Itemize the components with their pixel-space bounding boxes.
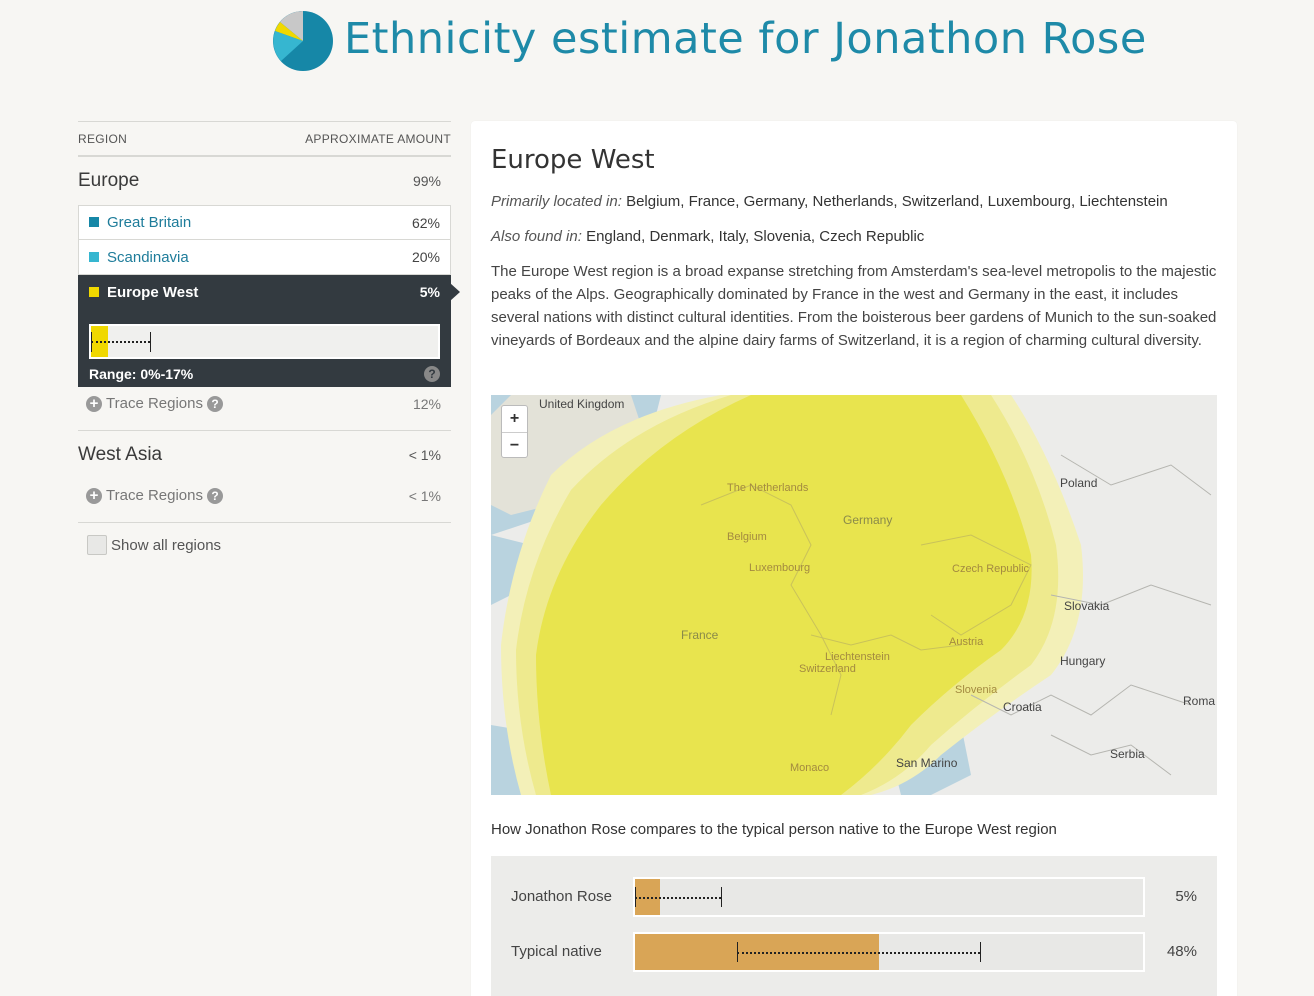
- compare-panel: Jonathon Rose 5% Typical native 48%: [491, 856, 1217, 996]
- map-label-switzerland: Switzerland: [799, 663, 856, 675]
- range-tick-max: [149, 332, 151, 352]
- trace-pct: 12%: [412, 396, 441, 412]
- group-name: West Asia: [78, 444, 163, 465]
- primary-value: Belgium, France, Germany, Netherlands, S…: [626, 193, 1168, 210]
- map-label-romania: Roma: [1183, 694, 1216, 708]
- table-header: REGION APPROXIMATE AMOUNT: [78, 121, 451, 157]
- region-map[interactable]: + − United Kingdom The Netherlands Germa…: [491, 395, 1217, 795]
- divider: [78, 522, 451, 523]
- group-west-asia[interactable]: West Asia < 1%: [78, 431, 451, 479]
- compare-row-typical: Typical native 48%: [491, 932, 1217, 972]
- compare-bar: [633, 877, 1145, 917]
- group-name: Europe: [78, 170, 140, 191]
- region-europe-west[interactable]: Europe West 5%: [78, 275, 460, 310]
- show-all-regions[interactable]: Show all regions: [78, 523, 451, 567]
- map-label-poland: Poland: [1060, 476, 1098, 490]
- region-table: REGION APPROXIMATE AMOUNT Europe 99% Gre…: [78, 121, 460, 567]
- region-detail-card: Europe West Primarily located in: Belgiu…: [471, 121, 1237, 996]
- map-label-liechtenstein: Liechtenstein: [825, 651, 890, 663]
- zoom-out-button[interactable]: −: [502, 432, 527, 458]
- page-header: Ethnicity estimate for Jonathon Rose: [0, 0, 1314, 90]
- selected-arrow: [450, 283, 460, 301]
- compare-name: Typical native: [511, 943, 602, 960]
- region-title: Europe West: [491, 145, 655, 175]
- compare-range-line: [635, 897, 722, 899]
- map-label-france: France: [681, 628, 719, 642]
- color-swatch: [89, 217, 99, 228]
- region-scandinavia[interactable]: Scandinavia 20%: [78, 240, 451, 275]
- region-pct: 5%: [419, 284, 440, 300]
- compare-name: Jonathon Rose: [511, 888, 612, 905]
- range-dotted-line: [91, 341, 150, 343]
- zoom-control: + −: [501, 405, 528, 458]
- col-region: REGION: [78, 131, 128, 146]
- trace-regions-west-asia[interactable]: + Trace Regions? < 1%: [78, 479, 451, 513]
- range-bar: [89, 324, 440, 359]
- region-description: The Europe West region is a broad expans…: [491, 263, 1217, 349]
- color-swatch: [89, 286, 99, 297]
- region-label: Great Britain: [107, 214, 192, 231]
- show-all-label[interactable]: Show all regions: [111, 536, 222, 554]
- map-label-czech: Czech Republic: [952, 563, 1030, 575]
- pie-chart-icon: [273, 11, 333, 71]
- col-amount: APPROXIMATE AMOUNT: [305, 131, 451, 146]
- region-pct: 62%: [411, 214, 440, 231]
- help-icon[interactable]: ?: [207, 395, 223, 412]
- expand-plus-icon[interactable]: +: [86, 395, 102, 412]
- map-label-luxembourg: Luxembourg: [749, 562, 811, 574]
- also-value: England, Denmark, Italy, Slovenia, Czech…: [586, 228, 925, 245]
- map-label-slovenia: Slovenia: [955, 684, 998, 696]
- map-label-hungary: Hungary: [1060, 654, 1106, 668]
- group-pct: 99%: [412, 173, 441, 189]
- trace-label[interactable]: Trace Regions: [106, 395, 203, 413]
- compare-range-max: [980, 942, 982, 962]
- page-title: Ethnicity estimate for Jonathon Rose: [344, 14, 1147, 64]
- compare-range-max: [721, 887, 723, 907]
- compare-range-line: [736, 952, 981, 954]
- show-all-checkbox[interactable]: [87, 535, 107, 555]
- map-label-austria: Austria: [949, 636, 984, 648]
- region-pct: 20%: [411, 249, 440, 265]
- trace-regions-europe[interactable]: + Trace Regions? 12%: [78, 387, 451, 421]
- also-label: Also found in:: [491, 228, 582, 245]
- compare-pct: 5%: [1175, 888, 1197, 905]
- help-icon[interactable]: ?: [207, 487, 223, 504]
- trace-pct: < 1%: [408, 488, 441, 504]
- compare-pct: 48%: [1166, 943, 1197, 960]
- trace-label[interactable]: Trace Regions: [106, 487, 203, 505]
- map-label-uk: United Kingdom: [539, 397, 625, 411]
- map-graphic: [491, 395, 1217, 795]
- map-label-croatia: Croatia: [1003, 700, 1042, 714]
- expand-plus-icon[interactable]: +: [86, 487, 102, 504]
- divider: [78, 430, 451, 431]
- range-label: Range: 0%-17%: [89, 366, 194, 382]
- map-label-belgium: Belgium: [727, 531, 767, 543]
- compare-title: How Jonathon Rose compares to the typica…: [491, 821, 1057, 838]
- compare-range-min: [736, 942, 738, 962]
- compare-row-user: Jonathon Rose 5%: [491, 877, 1217, 917]
- range-panel: Range: 0%-17% ?: [78, 310, 451, 387]
- range-tick-min: [91, 332, 92, 352]
- compare-bar: [633, 932, 1145, 972]
- region-label: Scandinavia: [107, 248, 189, 266]
- zoom-in-button[interactable]: +: [509, 410, 520, 427]
- group-pct: < 1%: [408, 447, 441, 463]
- map-label-netherlands: The Netherlands: [727, 482, 809, 494]
- primary-location: Primarily located in: Belgium, France, G…: [491, 193, 1168, 210]
- map-label-monaco: Monaco: [790, 762, 830, 774]
- map-label-serbia: Serbia: [1110, 747, 1145, 761]
- map-label-slovakia: Slovakia: [1064, 599, 1110, 613]
- map-label-germany: Germany: [843, 513, 893, 527]
- region-label: Europe West: [107, 283, 199, 301]
- help-icon[interactable]: ?: [424, 366, 440, 382]
- primary-label: Primarily located in:: [491, 193, 622, 210]
- group-europe[interactable]: Europe 99%: [78, 157, 451, 205]
- also-found: Also found in: England, Denmark, Italy, …: [491, 228, 924, 245]
- compare-range-min: [635, 887, 636, 907]
- region-great-britain[interactable]: Great Britain 62%: [78, 205, 451, 240]
- color-swatch: [89, 251, 99, 262]
- map-label-san-marino: San Marino: [896, 756, 958, 770]
